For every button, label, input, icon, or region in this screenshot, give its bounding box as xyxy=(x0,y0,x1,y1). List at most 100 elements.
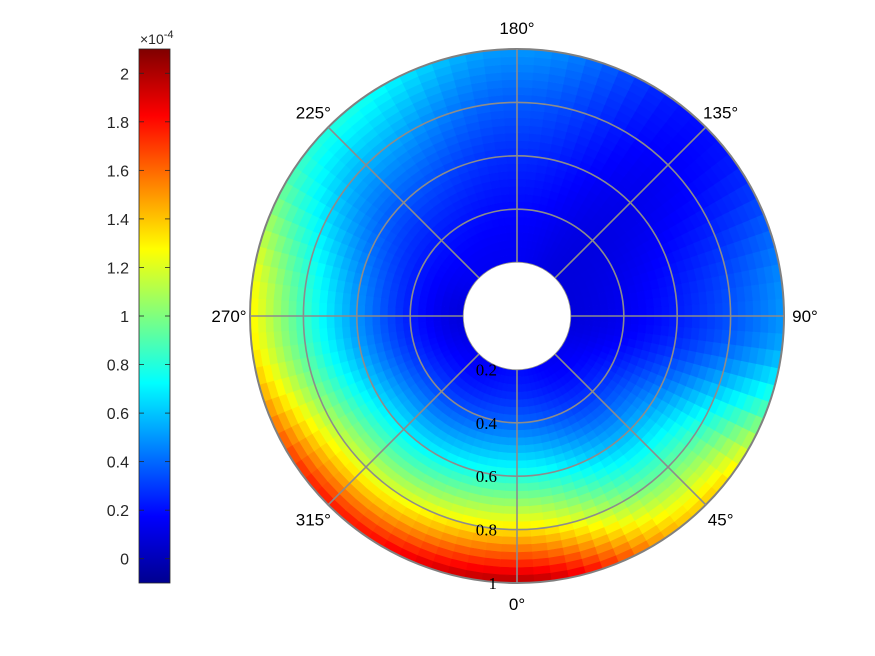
heatmap-cell xyxy=(333,291,344,305)
heatmap-cell xyxy=(520,247,527,256)
heatmap-cell xyxy=(683,292,693,306)
heatmap-cell xyxy=(526,459,538,469)
heatmap-cell xyxy=(507,452,518,462)
heatmap-cell xyxy=(522,224,530,234)
angular-grid-spoke xyxy=(327,353,480,506)
heatmap-cell xyxy=(499,186,510,196)
heatmap-cell xyxy=(432,315,442,322)
heatmap-cell xyxy=(521,239,528,249)
heatmap-cell xyxy=(325,303,335,317)
heatmap-cell xyxy=(645,324,655,335)
colorbar-tick-label: 1 xyxy=(120,309,129,326)
heatmap-cell xyxy=(501,536,518,546)
heatmap-cell xyxy=(502,102,518,111)
heatmap-cell xyxy=(599,321,609,329)
heatmap-cell xyxy=(760,315,770,333)
heatmap-cell xyxy=(372,296,382,308)
heatmap-cell xyxy=(497,171,509,181)
colorbar-tick-label: 0.2 xyxy=(107,503,129,520)
heatmap-cell xyxy=(425,315,434,323)
heatmap-cell xyxy=(504,490,518,500)
heatmap-cell xyxy=(516,155,528,165)
heatmap-cell xyxy=(661,305,670,317)
heatmap-cell xyxy=(745,300,754,317)
heatmap-cell xyxy=(387,323,397,334)
heatmap-cell xyxy=(516,231,523,241)
heatmap-cell xyxy=(364,315,373,327)
heatmap-cell xyxy=(264,299,274,317)
heatmap-cell xyxy=(499,56,518,66)
heatmap-cell xyxy=(508,437,518,447)
heatmap-cell xyxy=(516,399,524,408)
radial-tick-label: 0.8 xyxy=(476,521,497,540)
heatmap-cell xyxy=(676,315,686,328)
heatmap-cell xyxy=(303,301,312,317)
heatmap-cell xyxy=(630,315,640,325)
heatmap-cell xyxy=(516,102,532,111)
heatmap-cell xyxy=(600,309,609,317)
heatmap-cell xyxy=(767,315,777,334)
heatmap-cell xyxy=(623,315,632,324)
heatmap-cell xyxy=(386,315,396,325)
heatmap-cell xyxy=(652,296,662,308)
heatmap-cell xyxy=(501,79,518,88)
heatmap-cell xyxy=(516,56,535,66)
heatmap-cell xyxy=(510,407,518,416)
angular-tick-label: 270° xyxy=(211,307,246,326)
heatmap-cell xyxy=(516,71,534,81)
heatmap-cell xyxy=(525,171,537,181)
angular-tick-label: 135° xyxy=(703,103,738,122)
heatmap-cell xyxy=(504,132,518,142)
heatmap-cell xyxy=(714,315,724,330)
heatmap-cell xyxy=(508,193,518,203)
heatmap-cell xyxy=(509,422,518,431)
heatmap-cell xyxy=(505,391,513,401)
heatmap-cell xyxy=(371,306,381,317)
heatmap-cell xyxy=(417,302,427,311)
heatmap-cell xyxy=(690,327,701,341)
heatmap-cell xyxy=(325,315,335,329)
heatmap-cell xyxy=(516,513,531,523)
heatmap-cell xyxy=(509,208,518,218)
heatmap-cell xyxy=(516,506,531,515)
heatmap-cell xyxy=(510,216,518,225)
heatmap-cell xyxy=(500,551,518,561)
heatmap-cell xyxy=(516,551,534,561)
heatmap-cell xyxy=(272,315,282,333)
heatmap-cell xyxy=(714,302,724,317)
radial-tick-label: 1 xyxy=(489,574,498,593)
heatmap-cell xyxy=(630,323,640,333)
heatmap-cell xyxy=(516,109,531,119)
heatmap-cell xyxy=(516,460,528,469)
heatmap-cell xyxy=(501,544,518,553)
heatmap-cell xyxy=(409,315,419,324)
heatmap-cell xyxy=(379,297,389,308)
colorbar-tick-label: 2 xyxy=(120,66,129,83)
colorbar: 0 0.2 0.4 0.6 0.8 1 1.2 1.4 1.6 1.8 2 ×10-4 xyxy=(107,29,174,584)
heatmap-cell xyxy=(760,299,770,317)
heatmap-cell xyxy=(402,315,411,324)
heatmap-cell xyxy=(516,566,535,576)
heatmap-cell xyxy=(638,315,648,325)
heatmap-cell xyxy=(371,315,381,326)
colorbar-exponent: ×10-4 xyxy=(140,29,174,47)
heatmap-cell xyxy=(264,315,274,333)
heatmap-cell xyxy=(257,315,267,334)
heatmap-cell xyxy=(645,297,655,308)
heatmap-cell xyxy=(516,170,527,180)
heatmap-cell xyxy=(503,109,518,119)
heatmap-cell xyxy=(691,303,701,317)
heatmap-cell xyxy=(584,320,594,327)
heatmap-cell xyxy=(608,315,617,323)
heatmap-cell xyxy=(722,301,731,317)
heatmap-cell xyxy=(707,302,716,317)
angular-tick-label: 180° xyxy=(499,19,534,38)
heatmap-cell xyxy=(287,300,297,317)
heatmap-cell xyxy=(516,498,530,508)
heatmap-cell xyxy=(516,208,525,218)
heatmap-cell xyxy=(496,163,508,173)
heatmap-cell xyxy=(372,324,382,336)
heatmap-cell xyxy=(516,544,533,553)
heatmap-cell xyxy=(341,304,350,317)
